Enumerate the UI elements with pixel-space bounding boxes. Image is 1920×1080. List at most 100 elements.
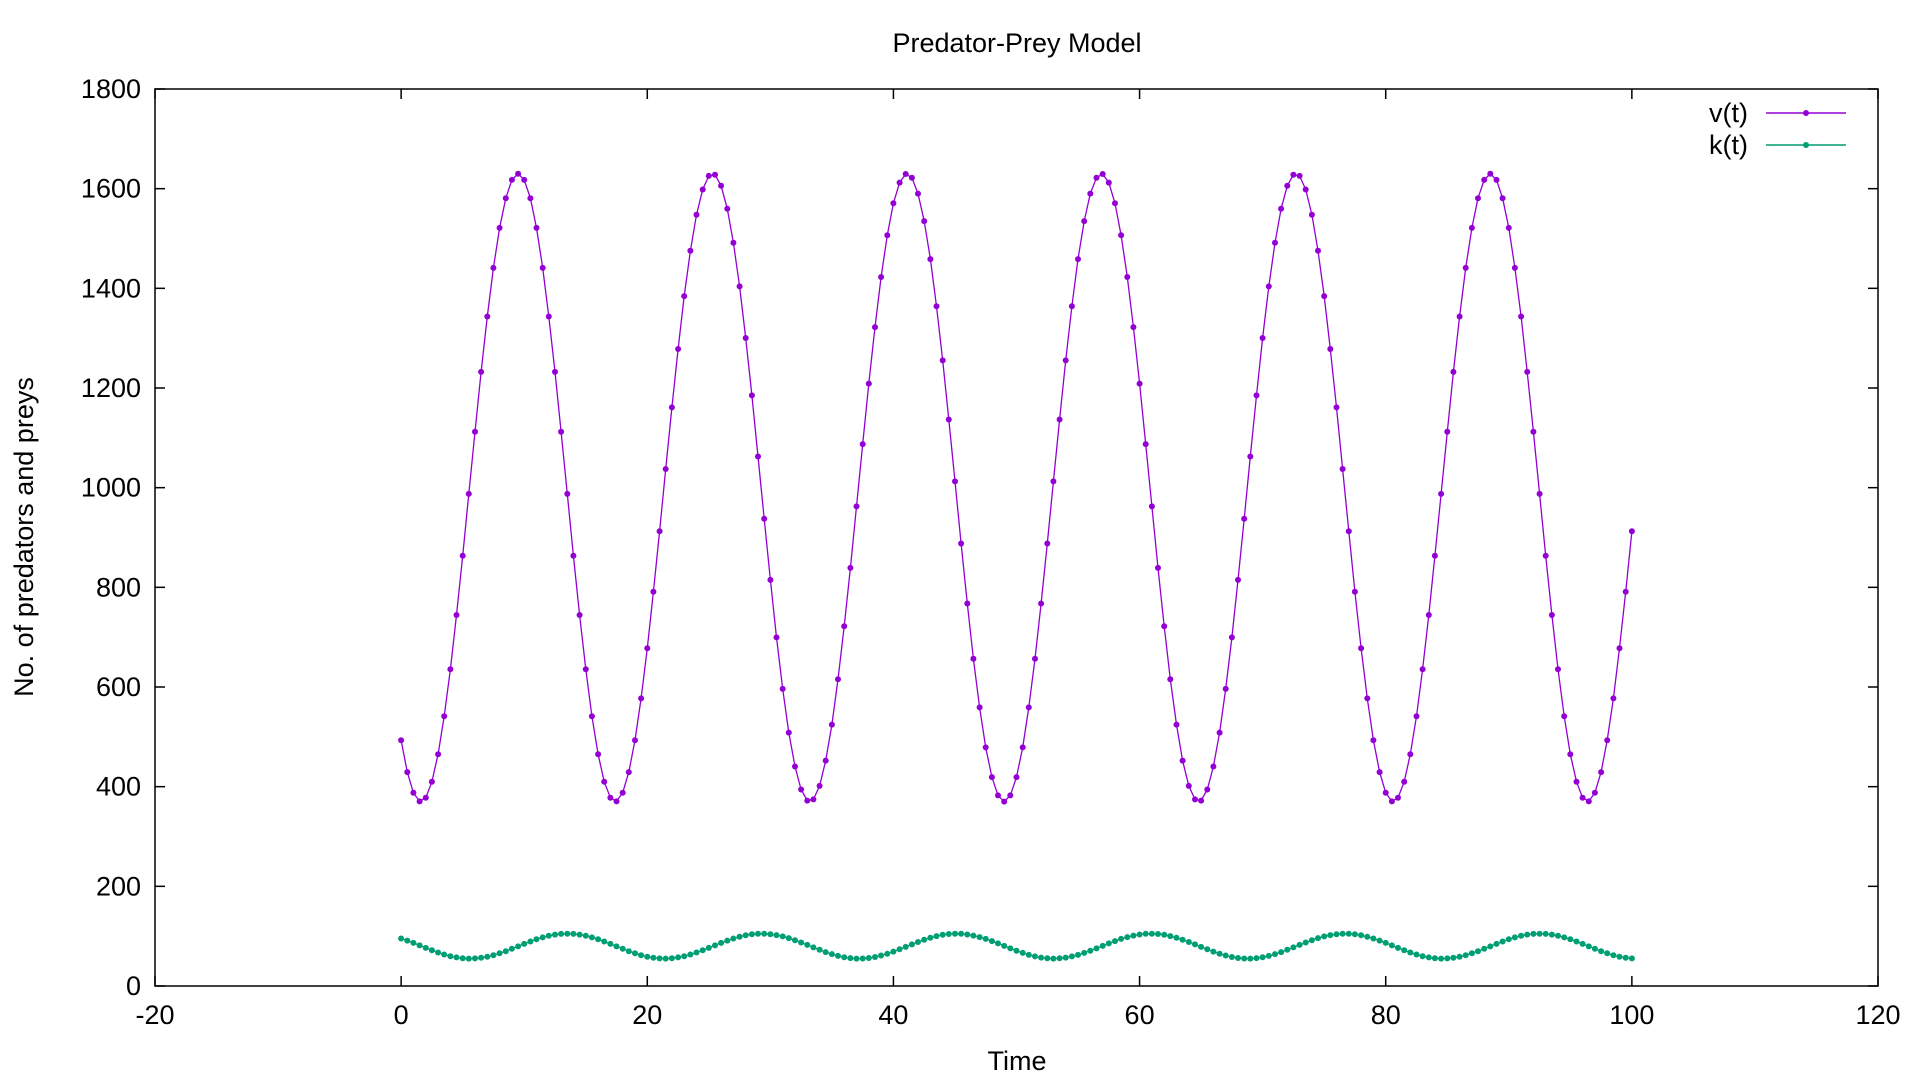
data-point xyxy=(1573,778,1580,785)
data-point xyxy=(1573,938,1580,945)
data-point xyxy=(441,951,448,958)
data-point xyxy=(1462,264,1469,271)
data-point xyxy=(1155,564,1161,571)
data-point xyxy=(1511,934,1518,941)
data-point xyxy=(1216,729,1223,736)
data-point xyxy=(1075,256,1081,263)
data-point xyxy=(1044,955,1051,962)
data-point xyxy=(847,955,854,962)
data-point xyxy=(724,937,731,944)
data-point xyxy=(755,930,761,937)
data-point xyxy=(1099,942,1106,949)
data-point xyxy=(650,954,657,961)
data-point xyxy=(1364,933,1371,940)
data-point xyxy=(976,934,983,941)
data-point xyxy=(890,948,897,955)
data-point xyxy=(1555,932,1561,939)
data-point xyxy=(1536,930,1543,937)
data-point xyxy=(576,612,583,618)
data-point xyxy=(595,936,602,943)
data-point xyxy=(1591,945,1598,952)
data-point xyxy=(730,935,737,942)
data-point xyxy=(1161,623,1168,630)
data-point xyxy=(1001,798,1008,805)
x-tick-label: 20 xyxy=(632,1000,662,1030)
data-point xyxy=(1235,576,1241,583)
data-point xyxy=(1216,950,1223,957)
data-point xyxy=(521,176,528,183)
data-point xyxy=(435,751,442,758)
data-point xyxy=(521,940,528,947)
data-point xyxy=(459,552,466,559)
data-point xyxy=(1388,798,1395,805)
data-point xyxy=(1007,945,1014,952)
data-point xyxy=(441,713,448,720)
data-point xyxy=(822,757,829,764)
data-point xyxy=(398,737,405,744)
data-point xyxy=(939,357,946,364)
data-point xyxy=(601,778,608,785)
data-point xyxy=(1431,955,1438,962)
data-point xyxy=(552,931,558,938)
data-point xyxy=(933,303,940,310)
series-layer xyxy=(398,170,1635,962)
data-point xyxy=(453,954,460,961)
data-point xyxy=(558,930,565,937)
data-point xyxy=(1413,713,1420,720)
data-point xyxy=(595,751,602,758)
data-point xyxy=(964,931,971,938)
data-point xyxy=(1222,952,1229,959)
y-tick-label: 200 xyxy=(96,871,141,901)
data-point xyxy=(1339,466,1346,472)
data-point xyxy=(724,205,731,212)
data-point xyxy=(662,466,669,472)
data-point xyxy=(398,935,405,942)
data-point xyxy=(1610,695,1617,702)
data-point xyxy=(1130,932,1137,939)
data-point xyxy=(681,953,688,960)
data-point xyxy=(1308,211,1315,218)
data-point xyxy=(945,416,952,423)
data-point xyxy=(810,944,817,951)
data-point xyxy=(1622,954,1629,961)
data-point xyxy=(410,789,417,796)
y-axis-label: No. of predators and preys xyxy=(9,377,39,697)
data-point xyxy=(638,952,645,959)
data-point xyxy=(1327,346,1334,352)
data-point xyxy=(1161,931,1168,938)
data-point xyxy=(1284,946,1291,953)
data-point xyxy=(705,172,712,179)
data-point xyxy=(742,335,749,341)
data-point xyxy=(638,695,645,702)
data-point xyxy=(1511,264,1518,271)
data-point xyxy=(1450,954,1457,961)
data-point xyxy=(422,794,429,801)
data-point xyxy=(1290,171,1297,178)
data-point xyxy=(428,947,435,954)
data-point xyxy=(570,552,577,559)
data-point xyxy=(810,796,817,803)
data-point xyxy=(798,786,805,793)
x-tick-label: 100 xyxy=(1609,1000,1654,1030)
data-point xyxy=(1431,552,1438,559)
data-point xyxy=(1056,955,1063,962)
data-point xyxy=(1081,218,1088,225)
data-point xyxy=(687,951,694,958)
y-tick-label: 800 xyxy=(96,572,141,602)
data-point xyxy=(484,313,491,320)
data-point xyxy=(1628,955,1635,962)
data-point xyxy=(490,952,497,959)
data-point xyxy=(1413,951,1420,958)
data-point xyxy=(1561,713,1568,720)
data-point xyxy=(976,704,983,711)
data-point xyxy=(1585,943,1592,950)
y-tick-label: 1000 xyxy=(81,473,141,503)
data-point xyxy=(1068,953,1075,960)
series-line xyxy=(400,172,1633,803)
data-point xyxy=(447,666,454,673)
data-point xyxy=(995,792,1001,799)
data-point xyxy=(1518,313,1525,320)
data-point xyxy=(773,932,780,939)
y-tick-label: 1200 xyxy=(81,373,141,403)
data-point xyxy=(527,195,534,202)
